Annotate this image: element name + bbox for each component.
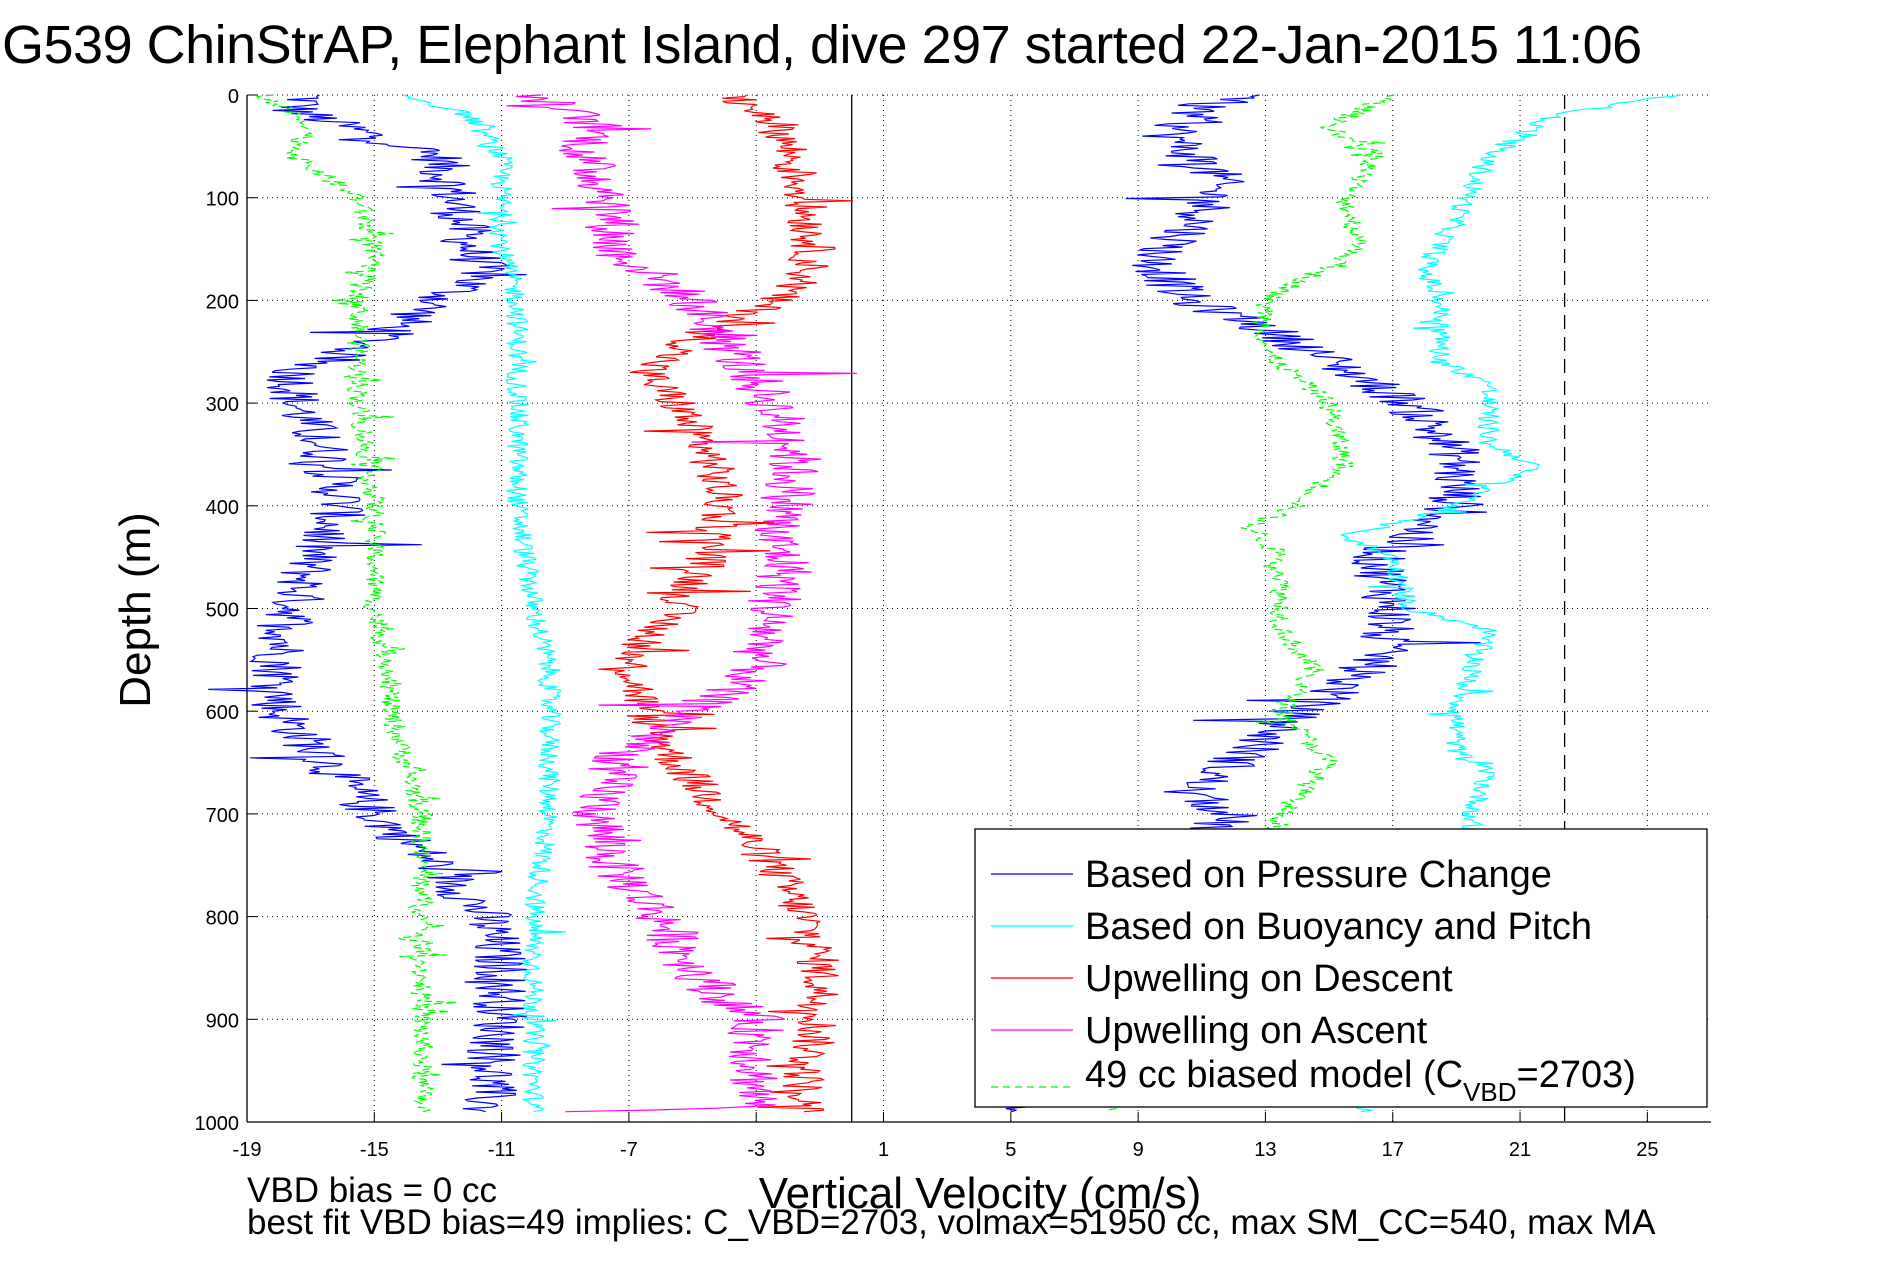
- series-based-on-pressure-change-descent: [208, 94, 529, 1113]
- x-tick-label: 1: [878, 1139, 889, 1161]
- legend-box: [974, 828, 1708, 1108]
- y-tick-label: 900: [206, 1010, 239, 1032]
- x-axis-label: Vertical Velocity (cm/s): [759, 1169, 1202, 1218]
- series-upwelling-on-ascent-full: [506, 94, 857, 1113]
- x-tick-label: 9: [1133, 1139, 1144, 1161]
- legend-label-text: 49 cc biased model (C: [1085, 1054, 1463, 1096]
- x-tick-label: 13: [1254, 1139, 1276, 1161]
- y-tick-label: 1000: [195, 1113, 240, 1135]
- x-tick-label: -3: [747, 1139, 765, 1161]
- x-tick-label: 17: [1382, 1139, 1404, 1161]
- series-based-on-buoyancy-and-pitch-descent: [403, 94, 567, 1113]
- legend-label: 49 cc biased model (CVBD=2703): [1085, 1054, 1636, 1107]
- legend-label-text: Upwelling on Descent: [1085, 958, 1453, 1000]
- legend-label: Based on Buoyancy and Pitch: [1085, 906, 1592, 948]
- x-tick-label: -7: [620, 1139, 638, 1161]
- x-tick-label: 21: [1509, 1139, 1531, 1161]
- x-tick-labels: -19 -15 -11 -7 -3 1 5 9 13 17 21 25: [233, 1139, 1659, 1161]
- x-tick-label: 25: [1636, 1139, 1658, 1161]
- legend-label-text: Based on Buoyancy and Pitch: [1085, 906, 1592, 948]
- x-tick-label: -19: [233, 1139, 262, 1161]
- y-tick-label: 700: [206, 805, 239, 827]
- y-tick-label: 200: [206, 291, 239, 313]
- x-tick-label: -11: [488, 1139, 515, 1161]
- y-tick-label: 100: [206, 189, 239, 211]
- legend-label-text: Upwelling on Ascent: [1085, 1010, 1428, 1052]
- best-fit-note: best fit VBD bias=49 implies: C_VBD=2703…: [247, 1203, 1656, 1242]
- legend-label: Upwelling on Ascent: [1085, 1010, 1428, 1052]
- legend: Based on Pressure Change Based on Buoyanc…: [974, 828, 1708, 1108]
- y-tick-label: 500: [206, 600, 239, 622]
- legend-label-suffix: =2703): [1517, 1054, 1636, 1096]
- y-tick-label: 300: [206, 394, 239, 416]
- vbd-bias-note: VBD bias = 0 cc: [247, 1171, 497, 1210]
- y-tick-label: 800: [206, 908, 239, 930]
- legend-label-subscript: VBD: [1463, 1077, 1516, 1107]
- x-tick-label: -15: [360, 1139, 389, 1161]
- y-tick-label: 400: [206, 497, 239, 519]
- series-49-cc-biased-model-c-vbd-2703-descent: [256, 94, 458, 1113]
- x-tick-label: 5: [1005, 1139, 1016, 1161]
- y-tick-label: 0: [228, 86, 239, 108]
- axes: [246, 94, 1711, 1123]
- y-axis-label: Depth (m): [111, 512, 160, 708]
- chart-title: G539 ChinStrAP, Elephant Island, dive 29…: [2, 15, 1642, 75]
- legend-label-text: Based on Pressure Change: [1085, 854, 1552, 896]
- series-upwelling-on-descent-full: [598, 94, 854, 1113]
- y-tick-labels: 0 100 200 300 400 500 600 700 800 900 1000: [195, 86, 240, 1135]
- y-tick-label: 600: [206, 702, 239, 724]
- legend-label: Based on Pressure Change: [1085, 854, 1552, 896]
- reference-lines: [851, 95, 1566, 1122]
- legend-label: Upwelling on Descent: [1085, 958, 1453, 1000]
